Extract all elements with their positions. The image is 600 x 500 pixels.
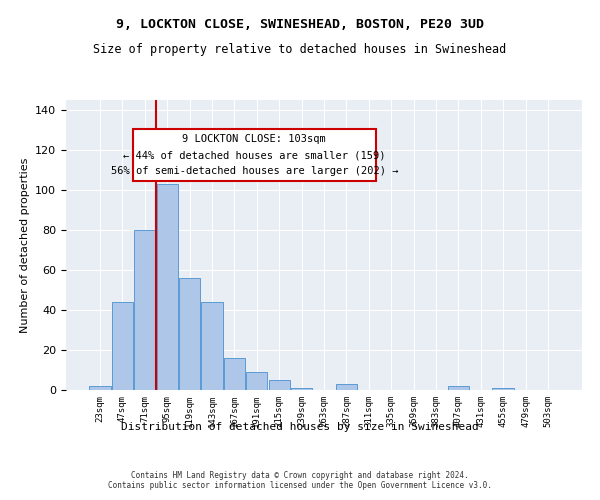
- Bar: [493, 388, 514, 390]
- Bar: [448, 386, 469, 390]
- Bar: [291, 388, 312, 390]
- Bar: [224, 358, 245, 390]
- FancyBboxPatch shape: [133, 129, 376, 181]
- Bar: [157, 184, 178, 390]
- Y-axis label: Number of detached properties: Number of detached properties: [20, 158, 29, 332]
- Bar: [134, 230, 155, 390]
- Text: Contains HM Land Registry data © Crown copyright and database right 2024.
Contai: Contains HM Land Registry data © Crown c…: [108, 470, 492, 490]
- Bar: [179, 278, 200, 390]
- Text: Size of property relative to detached houses in Swineshead: Size of property relative to detached ho…: [94, 42, 506, 56]
- Bar: [246, 372, 268, 390]
- Bar: [112, 302, 133, 390]
- Bar: [89, 386, 111, 390]
- Bar: [269, 380, 290, 390]
- Bar: [336, 384, 357, 390]
- Text: 9 LOCKTON CLOSE: 103sqm
← 44% of detached houses are smaller (159)
56% of semi-d: 9 LOCKTON CLOSE: 103sqm ← 44% of detache…: [110, 134, 398, 175]
- Text: Distribution of detached houses by size in Swineshead: Distribution of detached houses by size …: [121, 422, 479, 432]
- Bar: [202, 302, 223, 390]
- Text: 9, LOCKTON CLOSE, SWINESHEAD, BOSTON, PE20 3UD: 9, LOCKTON CLOSE, SWINESHEAD, BOSTON, PE…: [116, 18, 484, 30]
